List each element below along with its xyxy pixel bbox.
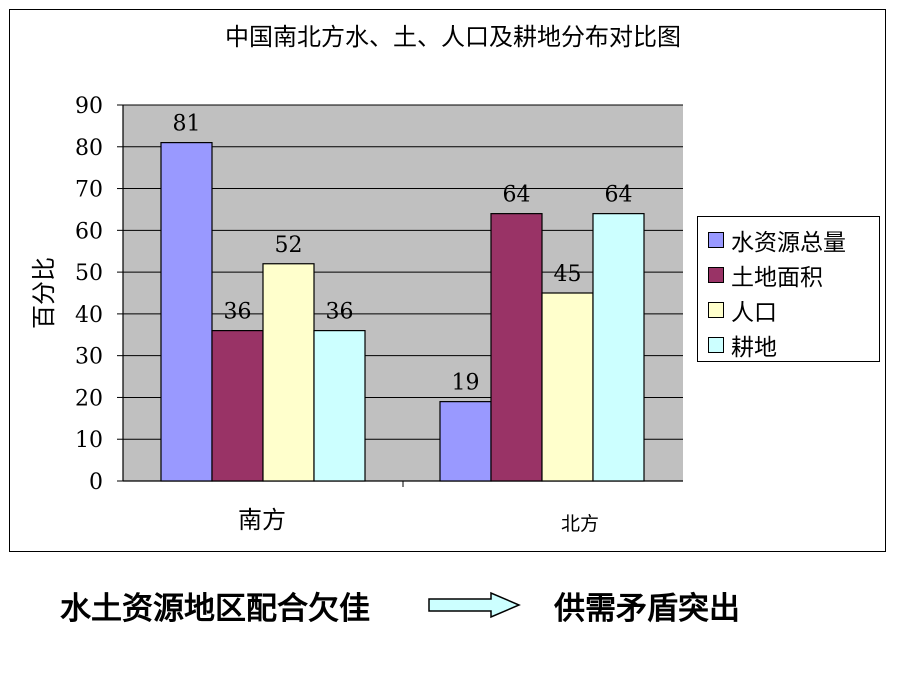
data-label: 36 [326,300,354,325]
bars: 81 36 52 36 19 64 45 64 [160,112,645,482]
legend-label: 人口 [731,299,777,326]
y-tick-label: 80 [75,136,103,161]
legend-item-water: 水资源总量 [708,222,879,257]
data-label: 45 [554,262,582,287]
legend-label: 耕地 [731,334,777,361]
legend-swatch [708,266,724,283]
data-label: 36 [224,300,252,325]
legend-swatch [708,301,724,318]
y-tick-label: 50 [75,261,103,286]
bar [439,401,492,482]
bar [541,292,594,482]
right-arrow-icon [420,591,530,619]
legend-item-land: 土地面积 [708,257,879,292]
conclusion-caption: 水土资源地区配合欠佳 供需矛盾突出 [60,585,900,627]
chart-legend: 水资源总量 土地面积 人口 耕地 [697,216,880,362]
bar [490,213,543,482]
bar [592,213,645,482]
y-tick-label: 30 [75,345,103,370]
legend-swatch [708,336,724,353]
caption-right-text: 供需矛盾突出 [554,590,740,627]
data-label: 64 [503,183,531,208]
legend-item-farmland: 耕地 [708,327,879,362]
y-axis-label: 百分比 [30,257,58,329]
legend-swatch [708,231,724,248]
y-tick-label: 0 [89,470,103,495]
x-category-label: 北方 [561,513,599,535]
y-tick-label: 90 [75,94,103,119]
y-tick-label: 70 [75,178,103,203]
legend-label: 水资源总量 [731,229,846,256]
x-axis-labels: 南方 北方 [238,506,599,535]
data-label: 64 [605,183,633,208]
bar [160,142,213,482]
legend-label: 土地面积 [731,264,823,291]
bar [313,330,366,482]
data-label: 19 [452,371,480,396]
bar [262,263,315,482]
legend-item-population: 人口 [708,292,879,327]
chart-title: 中国南北方水、土、人口及耕地分布对比图 [225,23,681,51]
caption-left-text: 水土资源地区配合欠佳 [60,590,370,627]
y-tick-label: 40 [75,303,103,328]
y-tick-label: 60 [75,219,103,244]
y-tick-label: 20 [75,386,103,411]
bar [211,330,264,482]
y-tick-label: 10 [75,428,103,453]
data-label: 52 [275,233,303,258]
x-category-label: 南方 [238,506,286,534]
data-label: 81 [173,112,201,137]
